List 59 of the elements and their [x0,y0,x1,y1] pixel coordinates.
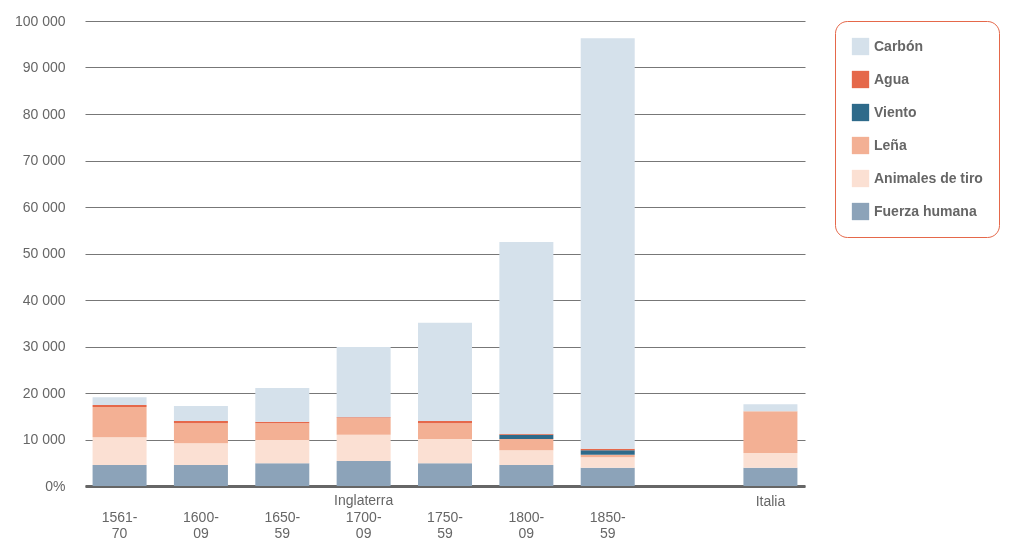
legend-label: Fuerza humana [874,202,977,219]
bar [743,411,798,453]
bar [92,406,147,438]
x-tick-label: 1800-09 [508,508,545,541]
x-tick-label: 1850-59 [589,508,626,541]
y-tick-label: 20 000 [22,384,66,401]
bar [418,322,472,421]
x-tick-label: 1561-70 [101,508,138,541]
x-tick-label: Italia [755,492,786,509]
y-tick-label: 60 000 [22,198,66,215]
bar [255,463,310,486]
legend-label: Carbón [874,37,923,54]
bar [499,439,554,451]
bar [418,439,472,464]
bar [336,434,391,461]
bar [580,38,635,449]
x-tick-label: 1650-59 [264,508,301,541]
bar [336,346,391,418]
bar [92,397,147,406]
bar [92,437,147,466]
bar [499,241,554,434]
bar [580,450,635,455]
bar [255,387,310,422]
bar [173,406,228,421]
y-tick-label: 50 000 [22,245,66,261]
bar [336,418,391,435]
legend-label: Leña [874,136,907,153]
bar [418,463,472,486]
text: Inglaterra [334,492,394,508]
bar [743,404,798,412]
bar [499,465,554,486]
y-tick-label: 0% [45,477,66,494]
legend-label: Animales de tiro [874,169,983,186]
bar [92,465,147,486]
bar [336,460,391,486]
bar [255,439,310,464]
bar [743,452,798,468]
bar [743,467,798,486]
bar [255,423,310,440]
y-tick-label: 90 000 [22,59,66,75]
bar [173,443,228,466]
y-tick-label: 70 000 [22,152,66,168]
x-tick-label: 1750-59 [427,508,464,541]
legend-label: Agua [874,70,910,87]
y-tick-label: 40 000 [22,291,66,308]
bar [173,465,228,486]
legend-label: Viento [874,103,917,120]
x-tick-label: 1700-09 [345,508,382,541]
bar [173,423,228,444]
bar [418,423,472,440]
y-tick-label: 100 000 [14,12,66,29]
y-tick-label: 30 000 [22,338,66,354]
bar [580,467,635,486]
bar [499,450,554,466]
bar [580,457,635,468]
y-tick-label: 10 000 [22,431,66,447]
y-tick-label: 80 000 [22,105,66,122]
bar [499,434,554,440]
x-tick-label: 1600-09 [183,508,220,541]
